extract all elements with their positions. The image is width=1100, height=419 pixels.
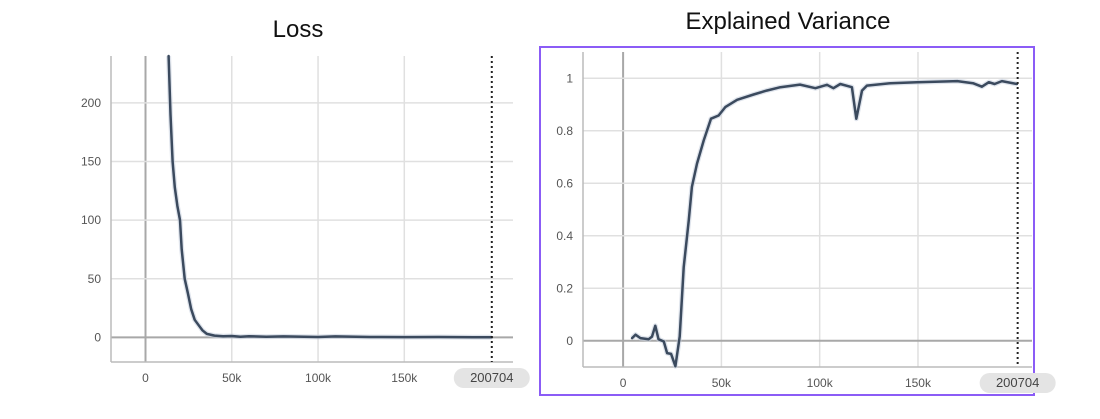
x-tick-label: 0 — [142, 371, 149, 385]
y-tick-label: 0 — [94, 330, 101, 344]
y-tick-label: 0.4 — [556, 229, 573, 243]
step-cursor-badge — [979, 373, 1056, 393]
step-cursor-badge — [453, 368, 530, 388]
x-tick-label: 50k — [222, 371, 242, 385]
x-tick-label: 100k — [807, 376, 834, 390]
chart-1: 0 50k 100k 150k 0 0.2 0.4 0.6 0.8 1 200704 — [539, 46, 1056, 396]
y-tick-label: 150 — [81, 155, 101, 169]
series-line-raw — [166, 55, 492, 340]
selection-frame — [539, 46, 1035, 396]
series-line-raw — [630, 78, 1018, 369]
y-tick-label: 1 — [566, 71, 573, 85]
y-tick-label: 200 — [81, 96, 101, 110]
y-tick-label: 50 — [88, 272, 102, 286]
chart-0: 0 50k 100k 150k 0 50 100 150 200 200704 — [81, 54, 530, 388]
x-tick-label: 100k — [305, 371, 332, 385]
y-tick-label: 0.8 — [556, 124, 573, 138]
y-tick-label: 0.2 — [556, 281, 573, 295]
y-tick-label: 0.6 — [556, 176, 573, 190]
series-line — [630, 79, 1019, 368]
y-tick-label: 100 — [81, 213, 101, 227]
step-cursor-label: 200704 — [996, 375, 1039, 390]
explained-variance-chart-title: Explained Variance — [685, 8, 891, 35]
x-tick-label: 150k — [905, 376, 932, 390]
x-tick-label: 50k — [712, 376, 732, 390]
x-tick-label: 0 — [620, 376, 627, 390]
series-line — [167, 54, 494, 339]
loss-chart-title: Loss — [272, 16, 324, 43]
x-tick-label: 150k — [391, 371, 418, 385]
step-cursor-label: 200704 — [470, 370, 513, 385]
y-tick-label: 0 — [566, 334, 573, 348]
